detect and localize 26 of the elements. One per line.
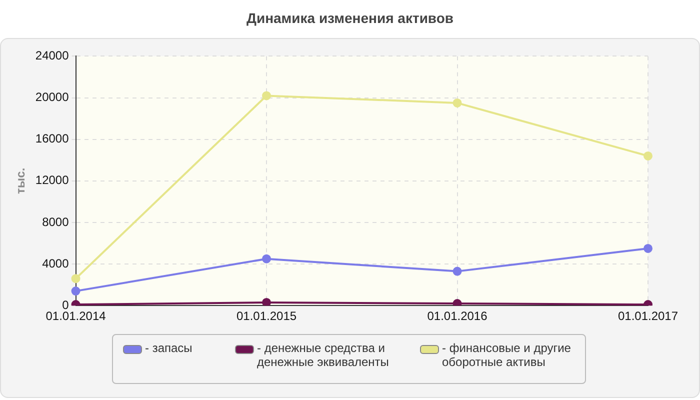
legend-label: - финансовые и другие оборотные активы <box>442 341 572 369</box>
point <box>644 244 652 253</box>
point <box>452 299 462 306</box>
y-tick-label: 12000 <box>35 173 70 188</box>
y-tick-label: 24000 <box>35 48 70 63</box>
point <box>262 91 272 100</box>
x-tick-label: 01.01.2017 <box>618 309 678 324</box>
point <box>452 266 462 276</box>
y-tick-label: 20000 <box>35 90 70 104</box>
point <box>262 298 272 306</box>
point <box>262 254 272 264</box>
point <box>644 151 652 160</box>
y-tick-label: 16000 <box>35 132 70 146</box>
legend-label: - запасы <box>145 341 192 355</box>
point <box>71 286 80 296</box>
y-tick-label: 8000 <box>42 214 70 229</box>
y-tick-label: 4000 <box>42 256 70 270</box>
chart-title: Динамика изменения активов <box>245 10 455 26</box>
y-axis-title: тыс. <box>14 168 28 194</box>
x-tick-label: 01.01.2016 <box>427 309 488 324</box>
point <box>71 274 80 284</box>
x-tick-label: 01.01.2014 <box>46 309 106 324</box>
x-tick-label: 01.01.2015 <box>236 309 297 324</box>
y-tick-label: 0 <box>62 298 70 312</box>
legend-label: - денежные средства и денежные эквиваленты <box>257 341 390 369</box>
point <box>452 98 462 108</box>
